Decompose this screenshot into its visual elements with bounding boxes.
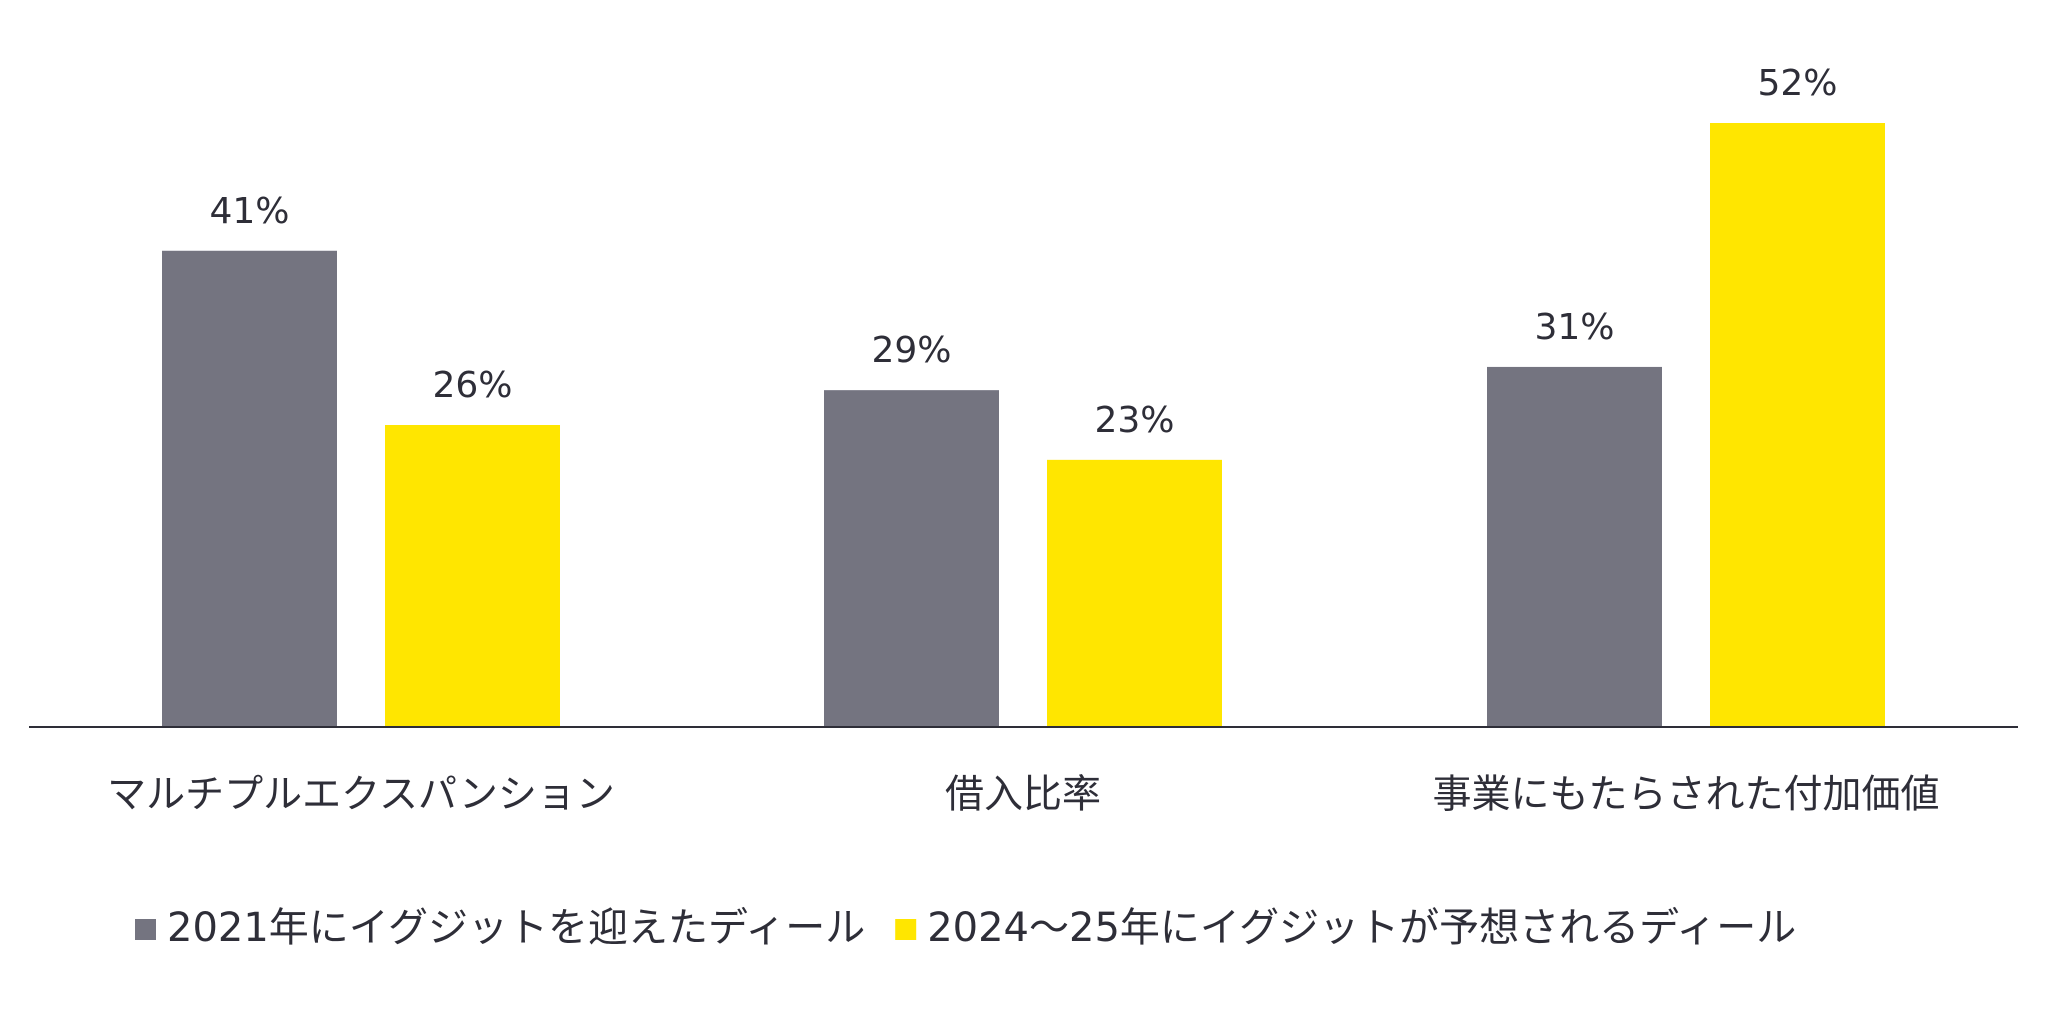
x-tick-label: マルチプルエクスパンション — [107, 773, 615, 818]
bar — [1710, 123, 1885, 727]
value-label: 26% — [432, 365, 512, 406]
bar — [1487, 366, 1662, 727]
value-label: 23% — [1094, 400, 1174, 441]
legend-swatch — [135, 919, 156, 940]
bar — [162, 250, 337, 727]
bar — [824, 390, 999, 727]
bar — [385, 425, 560, 727]
x-tick-label: 事業にもたらされた付加価値 — [1432, 773, 1939, 818]
value-label: 41% — [209, 191, 289, 232]
legend-label: 2024～25年にイグジットが予想されるディール — [927, 905, 1796, 951]
value-label: 52% — [1757, 63, 1837, 104]
legend-label: 2021年にイグジットを迎えたディール — [167, 905, 865, 951]
bar — [1047, 459, 1222, 727]
value-label: 29% — [871, 330, 951, 371]
x-tick-label: 借入比率 — [945, 773, 1101, 818]
value-label: 31% — [1534, 307, 1614, 348]
legend-swatch — [895, 919, 917, 940]
